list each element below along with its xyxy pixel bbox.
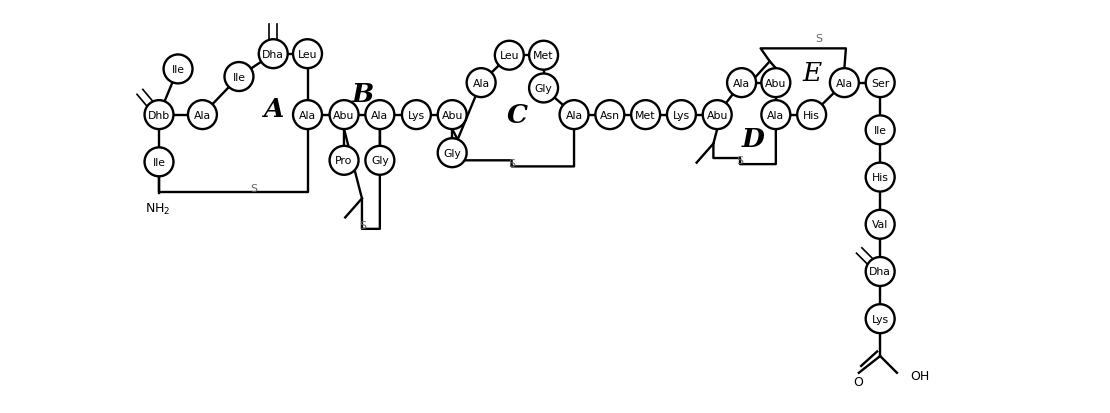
Circle shape xyxy=(667,101,696,130)
Circle shape xyxy=(163,55,192,84)
Text: Ile: Ile xyxy=(172,65,184,75)
Circle shape xyxy=(559,101,588,130)
Text: Ile: Ile xyxy=(152,157,165,167)
Circle shape xyxy=(866,116,895,145)
Text: Val: Val xyxy=(872,220,888,230)
Circle shape xyxy=(529,42,558,71)
Circle shape xyxy=(830,69,859,98)
Text: Abu: Abu xyxy=(442,110,463,120)
Circle shape xyxy=(437,139,466,168)
Circle shape xyxy=(866,210,895,239)
Circle shape xyxy=(866,257,895,286)
Circle shape xyxy=(797,101,826,130)
Text: His: His xyxy=(871,173,889,183)
Text: Lys: Lys xyxy=(871,314,889,324)
Circle shape xyxy=(365,147,394,176)
Circle shape xyxy=(144,101,173,130)
Circle shape xyxy=(761,69,790,98)
Text: Asn: Asn xyxy=(599,110,619,120)
Circle shape xyxy=(293,40,322,69)
Text: S: S xyxy=(816,34,823,44)
Text: Dha: Dha xyxy=(262,50,284,59)
Circle shape xyxy=(466,69,495,98)
Circle shape xyxy=(761,101,790,130)
Text: $\mathregular{NH_2}$: $\mathregular{NH_2}$ xyxy=(144,201,170,216)
Text: Pro: Pro xyxy=(335,156,353,166)
Text: B: B xyxy=(351,82,373,107)
Text: C: C xyxy=(506,103,527,128)
Text: E: E xyxy=(803,61,821,86)
Text: D: D xyxy=(741,127,765,152)
Circle shape xyxy=(703,101,731,130)
Circle shape xyxy=(437,101,466,130)
Circle shape xyxy=(529,74,558,103)
Text: Ala: Ala xyxy=(299,110,316,120)
Text: Met: Met xyxy=(635,110,656,120)
Text: Ser: Ser xyxy=(871,78,889,88)
Text: Abu: Abu xyxy=(333,110,355,120)
Text: A: A xyxy=(263,97,283,122)
Text: Ala: Ala xyxy=(836,78,852,88)
Circle shape xyxy=(144,148,173,177)
Text: Gly: Gly xyxy=(443,148,461,158)
Circle shape xyxy=(866,69,895,98)
Text: S: S xyxy=(251,184,258,194)
Circle shape xyxy=(866,163,895,192)
Circle shape xyxy=(402,101,431,130)
Circle shape xyxy=(293,101,322,130)
Text: Lys: Lys xyxy=(407,110,425,120)
Text: Ala: Ala xyxy=(733,78,750,88)
Circle shape xyxy=(188,101,216,130)
Text: Ile: Ile xyxy=(874,126,887,135)
Text: S: S xyxy=(508,158,515,168)
Text: Ile: Ile xyxy=(232,72,245,82)
Circle shape xyxy=(495,42,524,71)
Text: Dhb: Dhb xyxy=(148,110,170,120)
Text: S: S xyxy=(359,221,366,230)
Text: O: O xyxy=(854,375,862,388)
Text: Ala: Ala xyxy=(473,78,490,88)
Text: Ala: Ala xyxy=(767,110,785,120)
Circle shape xyxy=(224,63,253,92)
Circle shape xyxy=(595,101,624,130)
Text: Ala: Ala xyxy=(371,110,388,120)
Text: S: S xyxy=(737,156,744,166)
Text: Abu: Abu xyxy=(765,78,787,88)
Circle shape xyxy=(365,101,394,130)
Circle shape xyxy=(866,304,895,333)
Text: Gly: Gly xyxy=(535,84,553,94)
Text: OH: OH xyxy=(910,369,930,382)
Text: Lys: Lys xyxy=(673,110,690,120)
Circle shape xyxy=(330,147,359,176)
Text: Abu: Abu xyxy=(707,110,728,120)
Text: His: His xyxy=(804,110,820,120)
Text: Leu: Leu xyxy=(297,50,317,59)
Text: Met: Met xyxy=(533,51,554,61)
Text: Ala: Ala xyxy=(194,110,211,120)
Text: Gly: Gly xyxy=(371,156,388,166)
Circle shape xyxy=(259,40,287,69)
Text: Dha: Dha xyxy=(869,267,891,277)
Text: Leu: Leu xyxy=(500,51,519,61)
Circle shape xyxy=(330,101,359,130)
Circle shape xyxy=(727,69,756,98)
Circle shape xyxy=(632,101,660,130)
Text: Ala: Ala xyxy=(565,110,583,120)
